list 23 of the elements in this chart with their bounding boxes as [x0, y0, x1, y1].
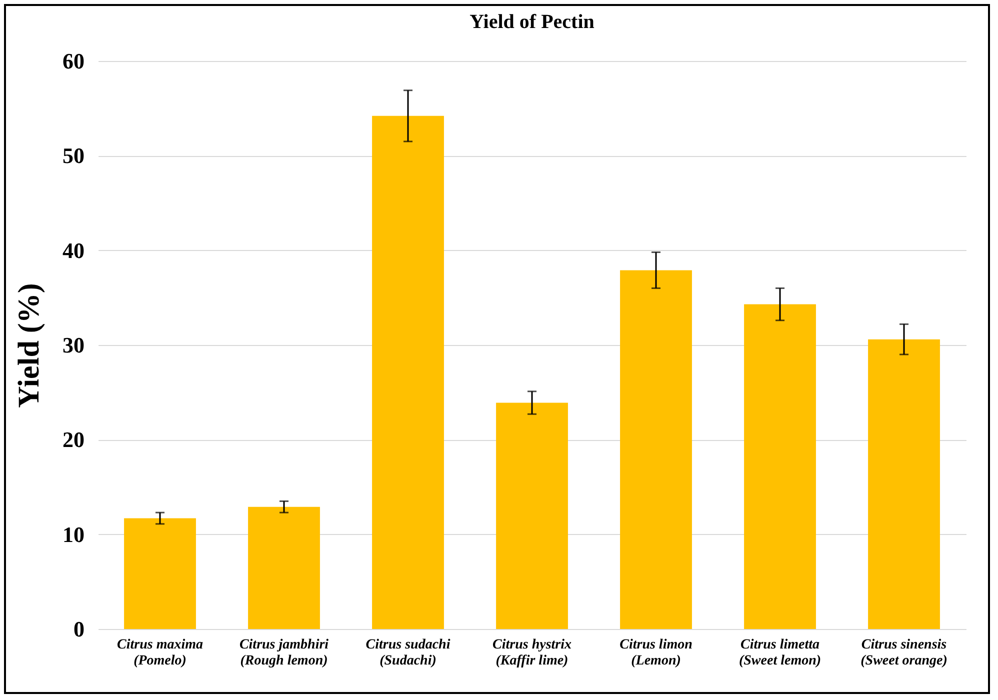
x-tick-label: Citrus maxima (Pomelo) [117, 638, 203, 668]
x-tick-label: Citrus jambhiri (Rough lemon) [239, 638, 329, 668]
bar [620, 270, 692, 629]
x-tick-label: Citrus hystrix (Kaffir lime) [492, 638, 572, 668]
chart-title: Yield of Pectin [470, 11, 594, 33]
bar [124, 518, 196, 629]
y-tick-label: 10 [62, 522, 84, 547]
x-tick-label: Citrus limetta (Sweet lemon) [738, 638, 822, 668]
x-tick-label: Citrus sinensis (Sweet orange) [860, 638, 948, 668]
bar [744, 304, 816, 629]
y-axis-title: Yield (%) [12, 283, 46, 408]
y-tick-label: 20 [62, 427, 84, 452]
bar [248, 506, 320, 629]
bar [496, 402, 568, 629]
y-tick-label: 50 [62, 143, 84, 168]
bar [372, 116, 444, 629]
x-tick-label: Citrus limon (Lemon) [620, 638, 693, 668]
y-tick-label: 30 [62, 332, 84, 358]
y-tick-label: 40 [62, 238, 84, 263]
y-tick-label: 60 [62, 48, 84, 74]
bar [868, 339, 940, 629]
y-tick-label: 0 [74, 616, 84, 642]
x-tick-label: Citrus sudachi (Sudachi) [366, 638, 450, 668]
